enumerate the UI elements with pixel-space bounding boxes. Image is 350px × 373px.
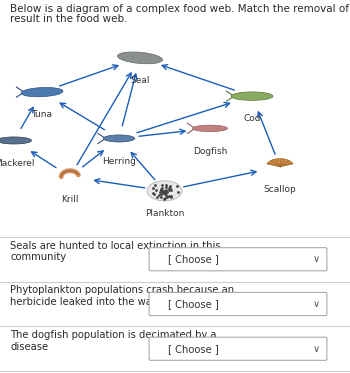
Text: ∨: ∨ xyxy=(313,254,320,264)
Text: Phytoplankton populations crash because an
herbicide leaked into the water: Phytoplankton populations crash because … xyxy=(10,285,234,307)
Text: result in the food web.: result in the food web. xyxy=(10,14,128,24)
Text: Scallop: Scallop xyxy=(264,185,296,194)
Text: Seals are hunted to local extinction in this
community: Seals are hunted to local extinction in … xyxy=(10,241,221,262)
Ellipse shape xyxy=(21,88,63,97)
Text: ∨: ∨ xyxy=(313,299,320,309)
Ellipse shape xyxy=(193,125,228,132)
Text: Krill: Krill xyxy=(61,195,79,204)
Text: [ Choose ]: [ Choose ] xyxy=(168,254,219,264)
Text: The dogfish population is decimated by a
disease: The dogfish population is decimated by a… xyxy=(10,330,217,352)
Text: Seal: Seal xyxy=(130,76,150,85)
Ellipse shape xyxy=(231,92,273,100)
Text: [ Choose ]: [ Choose ] xyxy=(168,299,219,309)
Text: Below is a diagram of a complex food web. Match the removal of an individual spe: Below is a diagram of a complex food web… xyxy=(10,4,350,14)
Circle shape xyxy=(147,181,182,201)
Text: Dogfish: Dogfish xyxy=(193,147,227,156)
Text: Tuna: Tuna xyxy=(32,110,52,119)
Text: Mackerel: Mackerel xyxy=(0,159,34,167)
Text: Plankton: Plankton xyxy=(145,209,184,218)
Text: ∨: ∨ xyxy=(313,344,320,354)
Wedge shape xyxy=(267,159,293,167)
Text: [ Choose ]: [ Choose ] xyxy=(168,344,219,354)
Text: Cod: Cod xyxy=(243,114,261,123)
Text: Herring: Herring xyxy=(102,157,136,166)
Ellipse shape xyxy=(0,137,32,144)
Ellipse shape xyxy=(118,52,162,64)
Ellipse shape xyxy=(103,135,135,142)
